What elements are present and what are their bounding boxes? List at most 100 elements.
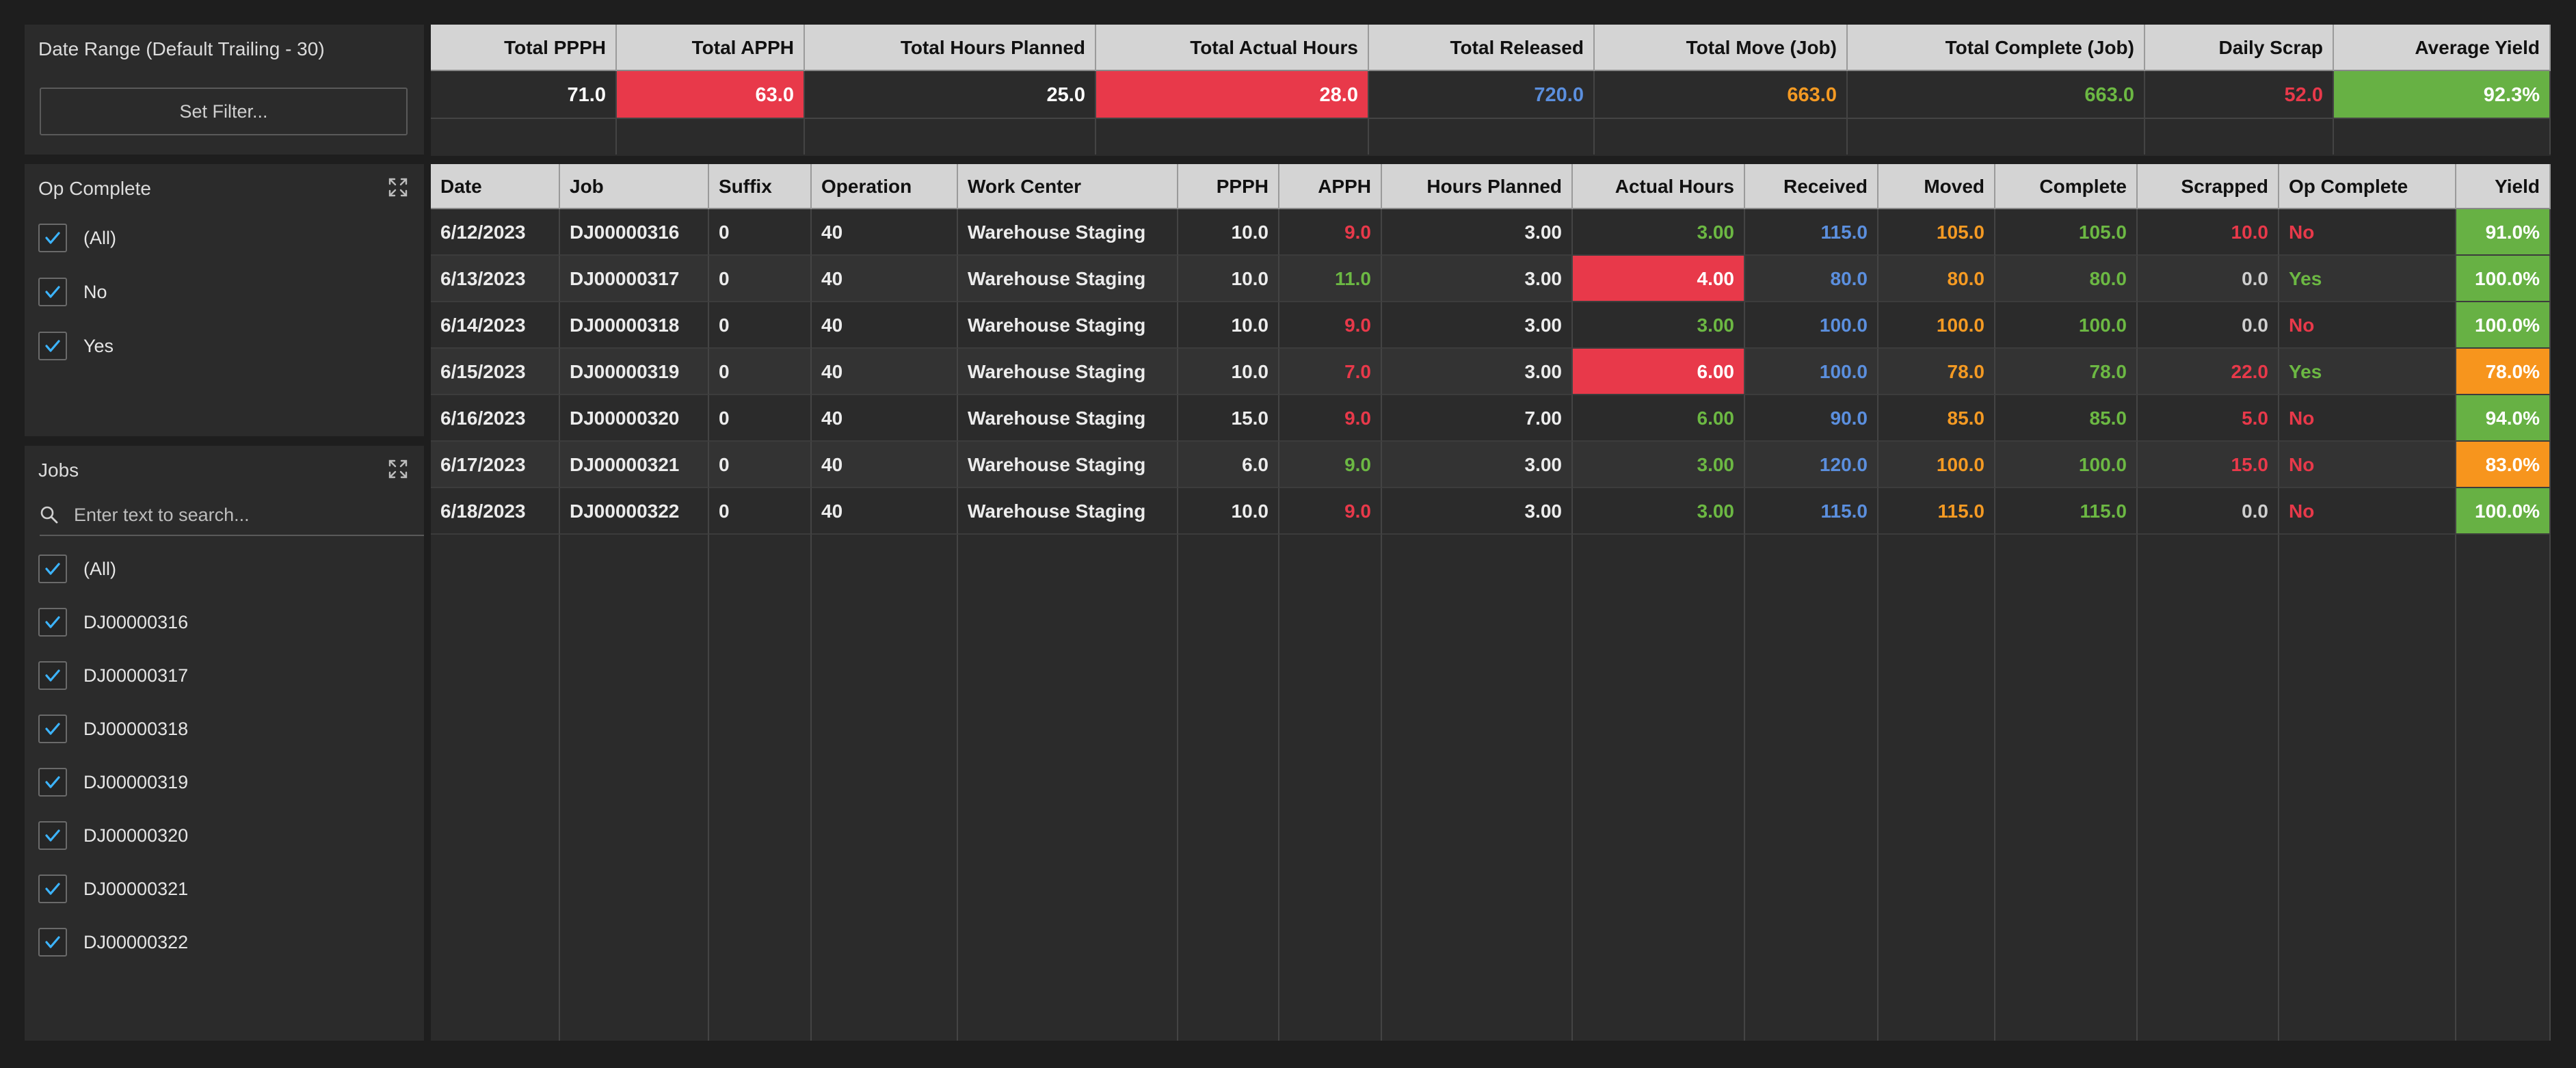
summary-header[interactable]: Average Yield	[2334, 25, 2551, 71]
table-cell: No	[2279, 442, 2456, 488]
column-header[interactable]: PPPH	[1178, 164, 1279, 209]
checkbox[interactable]	[38, 332, 67, 360]
job-option[interactable]: DJ00000322	[38, 924, 188, 960]
column-header[interactable]: Work Center	[958, 164, 1178, 209]
job-option[interactable]: DJ00000317	[38, 658, 188, 693]
table-cell: Warehouse Staging	[958, 442, 1178, 488]
column-header[interactable]: Op Complete	[2279, 164, 2456, 209]
summary-header[interactable]: Total PPPH	[431, 25, 617, 71]
column-header[interactable]: Suffix	[709, 164, 812, 209]
table-cell: 78.0	[1878, 349, 1995, 395]
summary-header[interactable]: Total Complete (Job)	[1848, 25, 2145, 71]
expand-icon[interactable]	[387, 176, 409, 198]
summary-header[interactable]: Daily Scrap	[2145, 25, 2334, 71]
summary-empty-cell	[2334, 119, 2551, 155]
summary-header[interactable]: Total Released	[1369, 25, 1595, 71]
column-header[interactable]: Actual Hours	[1573, 164, 1745, 209]
op-complete-option-label: Yes	[83, 335, 114, 356]
checkbox[interactable]	[38, 661, 67, 690]
table-cell: 40	[812, 209, 958, 256]
job-option[interactable]: DJ00000320	[38, 818, 188, 853]
summary-header[interactable]: Total APPH	[617, 25, 805, 71]
date-range-filter-panel: Date Range (Default Trailing - 30) Set F…	[25, 25, 424, 155]
checkbox[interactable]	[38, 768, 67, 797]
search-placeholder: Enter text to search...	[74, 504, 250, 525]
empty-column-space	[1573, 535, 1745, 1041]
column-header[interactable]: Operation	[812, 164, 958, 209]
summary-table: Total PPPH Total APPH Total Hours Planned T…	[431, 25, 2551, 156]
column-header[interactable]: Yield	[2456, 164, 2551, 209]
table-cell: Warehouse Staging	[958, 256, 1178, 302]
column-header[interactable]: Date	[431, 164, 560, 209]
set-filter-button[interactable]: Set Filter...	[40, 88, 408, 135]
table-cell: 85.0	[1995, 395, 2138, 442]
checkbox[interactable]	[38, 875, 67, 903]
table-cell: No	[2279, 302, 2456, 349]
expand-icon[interactable]	[387, 458, 409, 480]
table-cell: No	[2279, 395, 2456, 442]
table-cell: 3.00	[1573, 302, 1745, 349]
column-header[interactable]: Hours Planned	[1382, 164, 1573, 209]
summary-header[interactable]: Total Move (Job)	[1595, 25, 1848, 71]
checkbox[interactable]	[38, 821, 67, 850]
table-cell: 0.0	[2138, 302, 2279, 349]
table-cell: 9.0	[1279, 442, 1382, 488]
op-complete-option[interactable]: Yes	[38, 328, 114, 364]
table-cell: 115.0	[1745, 488, 1878, 535]
table-cell: DJ00000317	[560, 256, 709, 302]
table-cell: DJ00000318	[560, 302, 709, 349]
checkbox[interactable]	[38, 224, 67, 252]
summary-header[interactable]: Total Hours Planned	[805, 25, 1096, 71]
job-option[interactable]: DJ00000319	[38, 764, 188, 800]
summary-empty-cell	[1595, 119, 1848, 155]
summary-value: 92.3%	[2334, 71, 2551, 119]
table-cell: 0	[709, 256, 812, 302]
column-header[interactable]: Job	[560, 164, 709, 209]
table-cell: 3.00	[1382, 442, 1573, 488]
checkbox[interactable]	[38, 608, 67, 637]
checkbox[interactable]	[38, 928, 67, 957]
table-cell: 3.00	[1573, 209, 1745, 256]
table-cell: 105.0	[1878, 209, 1995, 256]
table-cell: 83.0%	[2456, 442, 2551, 488]
table-cell: 3.00	[1573, 488, 1745, 535]
summary-value: 720.0	[1369, 71, 1595, 119]
table-cell: 3.00	[1573, 442, 1745, 488]
column-header[interactable]: Complete	[1995, 164, 2138, 209]
empty-column-space	[1178, 535, 1279, 1041]
job-option[interactable]: DJ00000316	[38, 604, 188, 640]
table-cell: 0.0	[2138, 488, 2279, 535]
date-range-title: Date Range (Default Trailing - 30)	[38, 38, 325, 59]
table-cell: 6/14/2023	[431, 302, 560, 349]
jobs-filter-panel: Jobs Enter text to search... (All) DJ0000…	[25, 446, 424, 1041]
summary-header[interactable]: Total Actual Hours	[1096, 25, 1369, 71]
empty-column-space	[709, 535, 812, 1041]
summary-value: 52.0	[2145, 71, 2334, 119]
table-cell: 85.0	[1878, 395, 1995, 442]
table-cell: 100.0	[1878, 442, 1995, 488]
checkbox[interactable]	[38, 715, 67, 743]
job-option[interactable]: DJ00000321	[38, 871, 188, 907]
table-cell: 115.0	[1745, 209, 1878, 256]
search-icon	[40, 506, 58, 524]
column-header[interactable]: Received	[1745, 164, 1878, 209]
checkbox[interactable]	[38, 278, 67, 306]
column-header[interactable]: APPH	[1279, 164, 1382, 209]
empty-column-space	[2279, 535, 2456, 1041]
table-cell: 80.0	[1878, 256, 1995, 302]
table-cell: 0.0	[2138, 256, 2279, 302]
op-complete-option[interactable]: (All)	[38, 220, 116, 256]
checkmark-icon	[45, 723, 60, 735]
op-complete-option[interactable]: No	[38, 274, 107, 310]
table-cell: 100.0	[1995, 302, 2138, 349]
empty-column-space	[1382, 535, 1573, 1041]
empty-column-space	[2456, 535, 2551, 1041]
column-header[interactable]: Scrapped	[2138, 164, 2279, 209]
table-cell: 78.0%	[2456, 349, 2551, 395]
checkbox[interactable]	[38, 555, 67, 583]
jobs-search-input[interactable]: Enter text to search...	[40, 495, 424, 536]
table-cell: 6.00	[1573, 349, 1745, 395]
job-option[interactable]: (All)	[38, 551, 116, 587]
job-option[interactable]: DJ00000318	[38, 711, 188, 747]
column-header[interactable]: Moved	[1878, 164, 1995, 209]
